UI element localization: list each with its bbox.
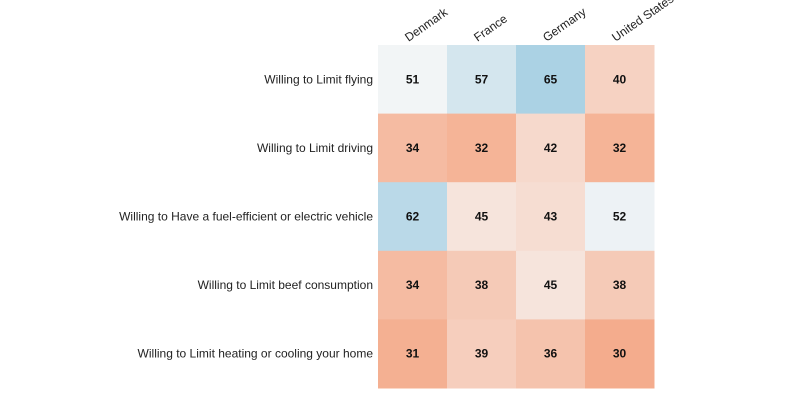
heatmap-cell — [516, 45, 586, 115]
cell-value-label: 34 — [406, 278, 420, 292]
cell-value-label: 51 — [406, 72, 420, 86]
cell-value-label: 57 — [475, 72, 489, 86]
cell-value-label: 39 — [475, 347, 489, 361]
column-labels: Denmark France Germany United States — [402, 0, 676, 44]
heatmap-cell — [585, 250, 655, 320]
heatmap-cell — [585, 182, 655, 252]
cell-value-label: 45 — [475, 210, 489, 224]
heatmap-cell — [447, 113, 517, 183]
cell-value-label: 62 — [406, 210, 420, 224]
heatmap-cell — [447, 250, 517, 320]
heatmap-cell — [516, 250, 586, 320]
cell-value-label: 43 — [544, 210, 558, 224]
heatmap-cell — [447, 319, 517, 389]
heatmap-cell — [585, 113, 655, 183]
cell-value-label: 34 — [406, 141, 420, 155]
heatmap-cell — [585, 45, 655, 115]
row-label: Willing to Limit beef consumption — [198, 278, 373, 292]
cell-value-label: 32 — [613, 141, 627, 155]
heatmap-cell — [516, 319, 586, 389]
row-label: Willing to Limit flying — [264, 72, 373, 86]
column-label: Denmark — [402, 4, 451, 44]
cell-value-label: 31 — [406, 347, 420, 361]
row-label: Willing to Limit driving — [257, 141, 373, 155]
cell-value-label: 52 — [613, 210, 627, 224]
heatmap-cell — [378, 45, 448, 115]
cell-value-label: 42 — [544, 141, 558, 155]
heatmap-cell — [378, 182, 448, 252]
cell-value-label: 45 — [544, 278, 558, 292]
column-label: France — [471, 11, 510, 44]
row-label: Willing to Have a fuel-efficient or elec… — [119, 210, 373, 224]
row-label: Willing to Limit heating or cooling your… — [138, 347, 374, 361]
cell-value-label: 38 — [475, 278, 489, 292]
heatmap-cells: 51 57 65 40 34 32 42 32 62 45 43 52 34 38 45 38 31 39 36 30 — [378, 45, 655, 389]
heatmap-cell — [378, 250, 448, 320]
cell-value-label: 32 — [475, 141, 489, 155]
heatmap-cell — [516, 113, 586, 183]
heatmap-cell — [378, 113, 448, 183]
heatmap-cell — [447, 182, 517, 252]
heatmap-cell — [447, 45, 517, 115]
row-labels: Willing to Limit flying Willing to Limit … — [119, 72, 373, 360]
heatmap-cell — [516, 182, 586, 252]
heatmap-cell — [585, 319, 655, 389]
cell-value-label: 65 — [544, 72, 558, 86]
heatmap-cell — [378, 319, 448, 389]
cell-value-label: 40 — [613, 72, 627, 86]
column-label: United States — [609, 0, 676, 44]
column-label: Germany — [540, 5, 588, 45]
cell-value-label: 30 — [613, 347, 627, 361]
cell-value-label: 36 — [544, 347, 558, 361]
cell-value-label: 38 — [613, 278, 627, 292]
